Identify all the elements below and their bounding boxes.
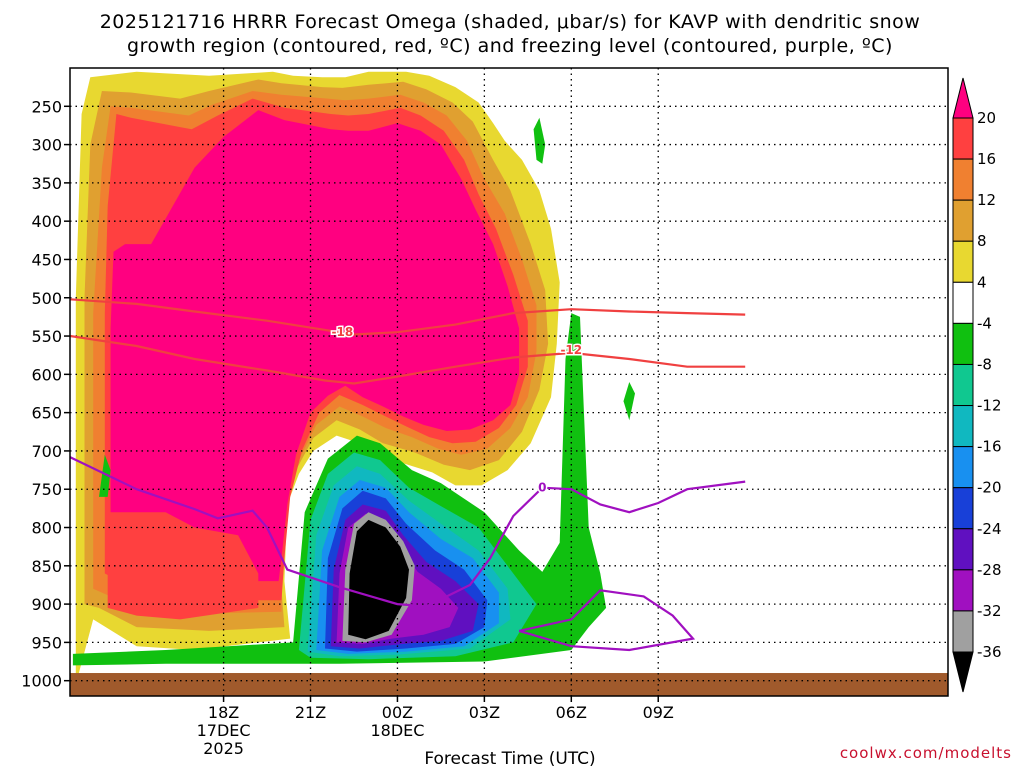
contour-dgz-minus-12 [70,334,746,385]
colorbar-swatch-0 [952,117,974,160]
colorbar-swatch-8 [952,446,974,489]
colorbar-label--32: -32 [977,602,1002,620]
y-tick-label-900: 900 [31,595,62,614]
colorbar-swatch-6 [952,363,974,407]
colorbar-label-8: 8 [977,232,987,250]
contour-freezing-level-0-loop [518,589,696,652]
x-tick-label-18Z-2: 2025 [203,739,244,758]
colorbar-label-20: 20 [977,109,996,127]
y-tick-label-1000: 1000 [21,672,62,691]
colorbar-swatch-9 [952,487,974,530]
colorbar-label-4: 4 [977,273,987,291]
colorbar-top-arrow [952,77,974,119]
plot-frame [69,67,949,697]
colorbar-bottom-arrow [952,651,974,693]
shade-green-cell-left [99,454,111,497]
x-tick-label-00Z-0: 00Z [382,703,413,722]
colorbar-swatch-1 [952,158,974,201]
credit-text: coolwx.com/modelts [840,744,1012,762]
colorbar-swatch-7 [952,405,974,448]
shade-green-cell-right [623,382,635,421]
contour-freezing-level-0 [70,456,746,608]
contour-dgz-minus-18 [70,298,746,336]
colorbar-label--20: -20 [977,479,1002,497]
colorbar-swatch-10 [952,528,974,571]
colorbar-label--8: -8 [977,355,992,373]
y-tick-label-600: 600 [31,365,62,384]
colorbar-swatch-12 [952,610,974,653]
contour-label-dgz-minus-12: -12 [560,343,582,357]
colorbar: 20 16 12 8 4 -4 -8 -12 -16 -20 -24 -28 -32 -36 [952,77,1002,693]
y-tick-label-300: 300 [31,136,62,155]
title: 2025121716 HRRR Forecast Omega (shaded, … [100,11,921,57]
title-line-2: growth region (contoured, red, ºC) and f… [127,35,893,57]
colorbar-label--24: -24 [977,520,1002,538]
y-tick-label-450: 450 [31,250,62,269]
colorbar-label--16: -16 [977,438,1002,456]
y-tick-label-400: 400 [31,212,62,231]
y-tick-label-500: 500 [31,289,62,308]
shade-descent-36 [348,519,409,640]
colorbar-swatch-3 [952,240,974,283]
y-tick-label-700: 700 [31,442,62,461]
y-tick-label-550: 550 [31,327,62,346]
x-tick-label-21Z-0: 21Z [295,703,326,722]
colorbar-swatch-11 [952,569,974,612]
grid [70,68,948,696]
shade-green-cell-upper [533,117,546,164]
contour-label-freezing-level-0: 0 [538,481,546,495]
y-tick-label-850: 850 [31,557,62,576]
shade-lower-strong-ascent-20 [107,512,259,620]
y-axis: 250 300 350 400 450 500 550 600 650 700 750 800 850 9… [21,97,70,691]
title-line-1: 2025121716 HRRR Forecast Omega (shaded, … [100,11,921,33]
y-tick-label-350: 350 [31,174,62,193]
colorbar-swatch-4 [952,281,974,324]
contours: -18 -12 0 [70,298,746,652]
colorbar-label-12: 12 [977,191,996,209]
colorbar-swatch-5 [952,322,974,365]
x-tick-label-03Z-0: 03Z [469,703,500,722]
colorbar-label--4: -4 [977,314,992,332]
x-tick-label-18Z-1: 17DEC [197,721,251,740]
x-tick-label-18Z-0: 18Z [208,703,239,722]
colorbar-label--28: -28 [977,561,1002,579]
y-tick-label-650: 650 [31,404,62,423]
x-tick-label-00Z-1: 18DEC [370,721,424,740]
y-tick-label-750: 750 [31,480,62,499]
ground-surface [70,673,948,696]
colorbar-label--36: -36 [977,643,1002,661]
y-tick-label-250: 250 [31,97,62,116]
shade-ascent-20 [110,110,520,582]
colorbar-swatch-2 [952,199,974,242]
y-tick-label-800: 800 [31,519,62,538]
colorbar-label-16: 16 [977,150,996,168]
colorbar-label--12: -12 [977,397,1002,415]
x-tick-label-06Z-0: 06Z [556,703,587,722]
contour-label-dgz-minus-18: -18 [332,325,354,339]
x-tick-label-09Z-0: 09Z [643,703,674,722]
x-axis-label: Forecast Time (UTC) [424,749,595,768]
y-tick-label-950: 950 [31,633,62,652]
